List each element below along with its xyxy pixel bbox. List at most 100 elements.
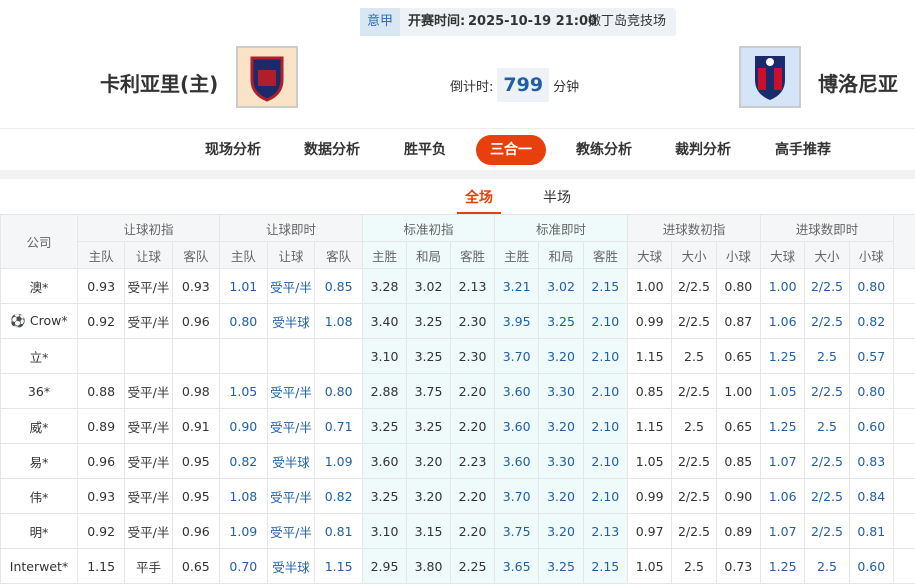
extra-cell (892, 443, 915, 479)
tab[interactable]: 教练分析 (576, 142, 632, 158)
odds-cell: 0.84 (848, 478, 894, 514)
odds-cell: 0.70 (219, 548, 268, 584)
odds-cell: 0.65 (715, 408, 761, 444)
company-name[interactable]: 澳* (29, 279, 49, 295)
odds-cell: 0.90 (715, 478, 761, 514)
odds-row: 明* 0.92 受平/半 0.96 1.09 受平/半 0.81 3.10 3.15 2.20 3.… (0, 513, 915, 549)
odds-cell: 3.60 (493, 373, 540, 409)
odds-cell: 0.80 (715, 268, 761, 304)
odds-cell: 1.09 (314, 443, 363, 479)
company-name[interactable]: 伟* (29, 489, 49, 505)
away-team[interactable]: 博洛尼亚 (818, 72, 898, 96)
company-name[interactable]: 36* (27, 383, 51, 399)
odds-cell: 0.82 (848, 303, 894, 339)
column-header: 客队 (314, 241, 363, 269)
odds-cell: 0.88 (76, 373, 126, 409)
company-name[interactable]: Crow* (29, 313, 68, 328)
extra-cell (892, 303, 915, 339)
odds-cell: 3.60 (361, 443, 407, 479)
company-name[interactable]: 易* (29, 454, 49, 470)
odds-cell: 0.89 (76, 408, 126, 444)
tab[interactable]: 胜平负 (404, 142, 446, 158)
tab[interactable]: 三合一 (476, 135, 546, 165)
odds-cell: 0.87 (715, 303, 761, 339)
extra-cell (892, 408, 915, 444)
odds-cell: 3.20 (538, 513, 584, 549)
home-team[interactable]: 卡利亚里(主) (100, 72, 219, 96)
odds-cell: 2/2.5 (804, 478, 850, 514)
odds-cell: 受平/半 (266, 408, 316, 444)
company-name[interactable]: 明* (29, 524, 49, 540)
away-crest (755, 56, 785, 100)
odds-cell: 1.00 (715, 373, 761, 409)
odds-table: 公司 让球初指 让球即时 标准初指 标准即时 进球数初指 进球数即时 主队 让球 客队 主队 让球 客队… (0, 214, 915, 584)
odds-cell: 0.80 (848, 373, 894, 409)
odds-cell: 3.60 (493, 443, 540, 479)
odds-row: ⚽ Crow* 0.92 受平/半 0.96 0.80 受半球 1.08 3.40 3.25 2.… (0, 303, 915, 339)
column-header: 小球 (715, 241, 761, 269)
subtab[interactable]: 全场 (457, 188, 501, 214)
tab[interactable]: 裁判分析 (675, 142, 731, 158)
odds-cell: 3.25 (405, 408, 451, 444)
odds-cell: 3.30 (538, 373, 584, 409)
extra-cell (892, 478, 915, 514)
company-name[interactable]: Interwet* (9, 558, 69, 574)
tab[interactable]: 数据分析 (304, 142, 360, 158)
odds-cell: 0.85 (314, 268, 363, 304)
home-logo[interactable] (236, 46, 298, 108)
company: 威* (0, 408, 78, 444)
odds-cell: 2.23 (449, 443, 496, 479)
odds-cell: 0.60 (848, 408, 894, 444)
subtab[interactable]: 半场 (543, 190, 571, 206)
odds-cell: 1.07 (759, 513, 806, 549)
odds-cell: 2.10 (582, 443, 629, 479)
company-name[interactable]: 立* (29, 349, 49, 365)
odds-cell (219, 338, 268, 374)
extra-cell (892, 513, 915, 549)
countdown-label: 倒计时: (450, 80, 494, 95)
odds-cell: 3.25 (538, 303, 584, 339)
odds-cell: 2.15 (582, 548, 629, 584)
odds-cell: 2.10 (582, 303, 629, 339)
odds-row: 立* 3.10 3.25 2.30 3.70 3.20 2.10 1.15 2.5 0.65 1.2… (0, 338, 915, 374)
group-header: 让球初指 (77, 214, 220, 242)
away-logo[interactable] (739, 46, 801, 108)
odds-cell: 2.30 (449, 303, 496, 339)
odds-cell: 2.10 (582, 408, 629, 444)
odds-cell: 2.13 (449, 268, 496, 304)
odds-cell: 0.96 (76, 443, 126, 479)
home-crest (250, 56, 284, 102)
league[interactable]: 意甲 (360, 8, 400, 36)
odds-row: 威* 0.89 受平/半 0.91 0.90 受平/半 0.71 3.25 3.25 2.20 3.… (0, 408, 915, 444)
tab[interactable]: 现场分析 (205, 142, 261, 158)
tab[interactable]: 高手推荐 (775, 142, 831, 158)
ball-icon: ⚽ (10, 313, 30, 328)
odds-cell: 2.20 (449, 478, 496, 514)
extra-cell (892, 373, 915, 409)
odds-cell: 1.25 (759, 548, 806, 584)
company: 易* (0, 443, 78, 479)
group-header: 标准初指 (361, 214, 496, 242)
odds-cell: 3.70 (493, 478, 540, 514)
extra-cell (892, 338, 915, 374)
odds-cell: 0.96 (171, 303, 221, 339)
odds-cell: 2.5 (671, 548, 717, 584)
odds-cell: 2.5 (804, 548, 850, 584)
odds-cell: 2/2.5 (804, 373, 850, 409)
odds-cell: 受平/半 (124, 408, 173, 444)
company-name[interactable]: 威* (29, 419, 49, 435)
group-header: 进球数即时 (759, 214, 894, 242)
column-header: 主胜 (493, 241, 540, 269)
column-header: 主队 (76, 241, 126, 269)
odds-cell: 3.10 (361, 513, 407, 549)
odds-cell: 2.5 (804, 338, 850, 374)
odds-cell: 0.99 (626, 303, 673, 339)
group-header: 让球即时 (219, 214, 363, 242)
odds-cell: 2.20 (449, 373, 496, 409)
odds-cell: 0.92 (76, 513, 126, 549)
odds-cell: 0.96 (171, 513, 221, 549)
odds-cell: 0.82 (219, 443, 268, 479)
odds-cell: 受平/半 (266, 268, 316, 304)
odds-cell: 0.60 (848, 548, 894, 584)
company: 明* (0, 513, 78, 549)
